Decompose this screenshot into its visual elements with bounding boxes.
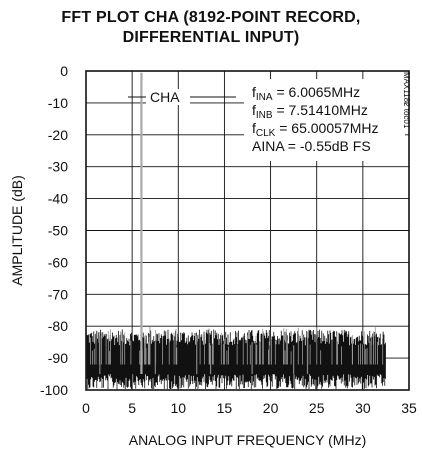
y-tick-label: -20 — [48, 127, 68, 143]
annotation-subscript: INA — [256, 92, 273, 103]
x-tick-label: 25 — [309, 400, 325, 416]
x-tick-label: 10 — [170, 400, 186, 416]
y-tick-label: -30 — [48, 159, 68, 175]
annotation-suffix: = 6.0065MHz — [273, 84, 361, 100]
x-tick-label: 5 — [128, 400, 136, 416]
annotation-prefix: f — [252, 120, 256, 136]
y-tick-label: -40 — [48, 191, 68, 207]
figure-code: MAX1182 toc01 — [402, 72, 411, 129]
x-tick-label: 30 — [355, 400, 371, 416]
x-tick-label: 35 — [401, 400, 417, 416]
series-label: CHA — [150, 89, 180, 105]
series-label-background — [146, 89, 190, 105]
annotation-background — [244, 79, 405, 161]
annotation-suffix: = 7.51410MHz — [273, 102, 368, 118]
x-axis-label: ANALOG INPUT FREQUENCY (MHz) — [129, 432, 367, 448]
y-tick-label: -90 — [48, 350, 68, 366]
annotation-fina: fINA = 6.0065MHz — [252, 84, 360, 103]
annotation-prefix: f — [252, 102, 256, 118]
annotation-subscript: INB — [256, 110, 273, 121]
spectrum-trace — [86, 72, 408, 389]
chart-title: FFT PLOT CHA (8192-POINT RECORD, DIFFERE… — [0, 8, 422, 48]
spurs — [90, 326, 384, 365]
y-axis-label: AMPLITUDE (dB) — [9, 175, 25, 285]
y-tick-label: -50 — [48, 223, 68, 239]
y-tick-label: -60 — [48, 254, 68, 270]
annotation-prefix: f — [252, 84, 256, 100]
annotation-suffix: = 65.00057MHz — [275, 120, 378, 136]
y-tick-label: -70 — [48, 286, 68, 302]
chart-title-line-2: DIFFERENTIAL INPUT) — [122, 29, 300, 46]
no-data-region — [385, 361, 408, 389]
x-tick-label: 20 — [263, 400, 279, 416]
noise-floor — [86, 329, 386, 389]
y-tick-label: 0 — [60, 63, 68, 79]
y-tick-label: -10 — [48, 95, 68, 111]
y-tick-label: -100 — [40, 382, 68, 398]
y-tick-label: -80 — [48, 318, 68, 334]
annotation-finb: fINB = 7.51410MHz — [252, 102, 368, 121]
annotation-prefix: AINA = -0.55dB FS — [252, 138, 371, 154]
x-tick-label: 0 — [82, 400, 90, 416]
annotation-fclk: fCLK = 65.00057MHz — [252, 120, 378, 139]
y-tick-labels: 0 -10 -20 -30 -40 -50 -60 -70 -80 -90 -100 — [40, 63, 68, 398]
annotation-aina: AINA = -0.55dB FS — [252, 138, 371, 154]
chart-title-line-1: FFT PLOT CHA (8192-POINT RECORD, — [61, 9, 361, 26]
annotation-subscript: CLK — [256, 128, 276, 139]
x-tick-labels: 0 5 10 15 20 25 30 35 — [82, 400, 417, 416]
x-tick-label: 15 — [217, 400, 233, 416]
plot-frame — [85, 70, 410, 391]
